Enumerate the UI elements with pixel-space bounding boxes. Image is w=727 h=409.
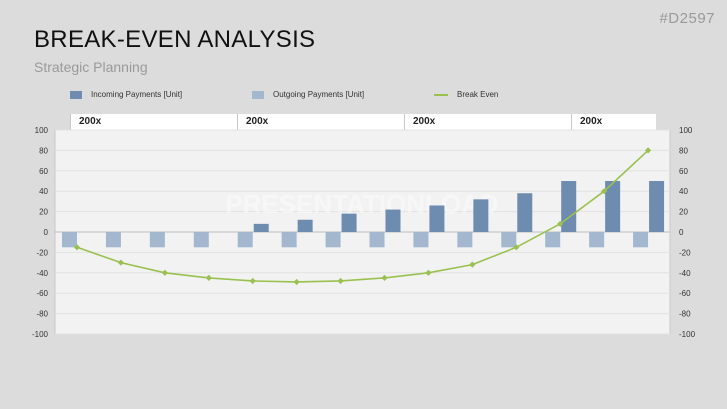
y-tick-label-right: -20 (679, 248, 691, 257)
break-even-point (425, 269, 432, 276)
y-tick-label-right: -100 (679, 330, 696, 339)
bar-outgoing (325, 232, 341, 248)
break-even-line (73, 147, 652, 286)
year-cell: 200x (70, 114, 237, 130)
bar-outgoing (457, 232, 473, 248)
bar-outgoing (193, 232, 209, 248)
y-tick-label-left: -80 (36, 310, 48, 319)
y-tick-label-right: 80 (679, 146, 688, 155)
break-even-point (469, 261, 476, 268)
bar-outgoing (413, 232, 429, 248)
chart-legend: Incoming Payments [Unit] Outgoing Paymen… (0, 90, 727, 104)
y-tick-label-left: 20 (39, 208, 48, 217)
y-axis-right: 100 80 60 40 20 0 -20 -40 -60 -80 -100 (679, 126, 696, 339)
break-even-point (293, 278, 300, 286)
y-tick-label-right: 100 (679, 126, 693, 135)
y-axis-left: 100 80 60 40 20 0 -20 -40 -60 -80 -100 (32, 126, 49, 339)
y-tick-label-left: 40 (39, 187, 48, 196)
bar-incoming (385, 209, 401, 232)
bar-incoming (341, 213, 357, 232)
page-subtitle: Strategic Planning (34, 59, 148, 75)
y-tick-label-right: 60 (679, 167, 688, 176)
year-cell: 200x (404, 114, 571, 130)
bar-outgoing (281, 232, 297, 248)
legend-item-outgoing: Outgoing Payments [Unit] (252, 90, 364, 99)
year-cell: 200x (571, 114, 656, 130)
bar-outgoing (633, 232, 649, 248)
y-tick-label-right: -60 (679, 289, 691, 298)
bar-incoming (429, 205, 445, 232)
y-tick-label-left: -20 (36, 248, 48, 257)
slide-id: #D2597 (659, 10, 715, 27)
legend-swatch-incoming (70, 90, 82, 99)
legend-item-break-even: Break Even (434, 90, 498, 99)
year-cell: 200x (237, 114, 404, 130)
break-even-series-line (76, 149, 649, 283)
bar-outgoing (62, 232, 77, 248)
bar-incoming (253, 223, 269, 232)
bar-incoming (561, 181, 577, 232)
bar-outgoing (149, 232, 165, 248)
bars (62, 181, 665, 248)
bar-outgoing (369, 232, 385, 248)
legend-label-incoming: Incoming Payments [Unit] (91, 90, 183, 99)
bar-incoming (517, 193, 533, 232)
y-tick-label-left: 80 (39, 146, 48, 155)
bar-outgoing (105, 232, 121, 248)
break-even-point (337, 277, 344, 285)
y-tick-label-left: 60 (39, 167, 48, 176)
y-tick-label-left: -60 (36, 289, 48, 298)
legend-swatch-outgoing (252, 90, 264, 99)
y-tick-label-left: -100 (32, 330, 49, 339)
y-tick-label-right: -40 (679, 269, 691, 278)
bar-outgoing (589, 232, 605, 248)
legend-item-incoming: Incoming Payments [Unit] (70, 90, 182, 99)
bar-incoming (297, 219, 313, 232)
y-tick-label-right: 20 (679, 208, 688, 217)
legend-swatch-break-even (434, 93, 448, 96)
y-tick-label-right: 0 (679, 228, 684, 237)
bar-outgoing (501, 232, 517, 248)
bar-incoming (473, 199, 489, 232)
legend-label-outgoing: Outgoing Payments [Unit] (273, 90, 365, 99)
y-tick-label-left: 0 (44, 228, 49, 237)
watermark: PRESENTATIONLOAD (225, 189, 498, 219)
break-even-point (73, 244, 81, 251)
y-tick-label-left: 100 (35, 126, 49, 135)
bar-incoming (605, 181, 621, 232)
bar-outgoing (237, 232, 253, 248)
break-even-point (381, 274, 388, 282)
break-even-point (205, 274, 212, 282)
y-tick-label-right: -80 (679, 310, 691, 319)
bar-outgoing (545, 232, 561, 248)
bar-incoming (649, 181, 665, 232)
page-title: BREAK-EVEN ANALYSIS (34, 26, 316, 53)
y-tick-label-left: -40 (36, 269, 48, 278)
legend-label-break-even: Break Even (457, 90, 499, 99)
y-tick-label-right: 40 (679, 187, 688, 196)
